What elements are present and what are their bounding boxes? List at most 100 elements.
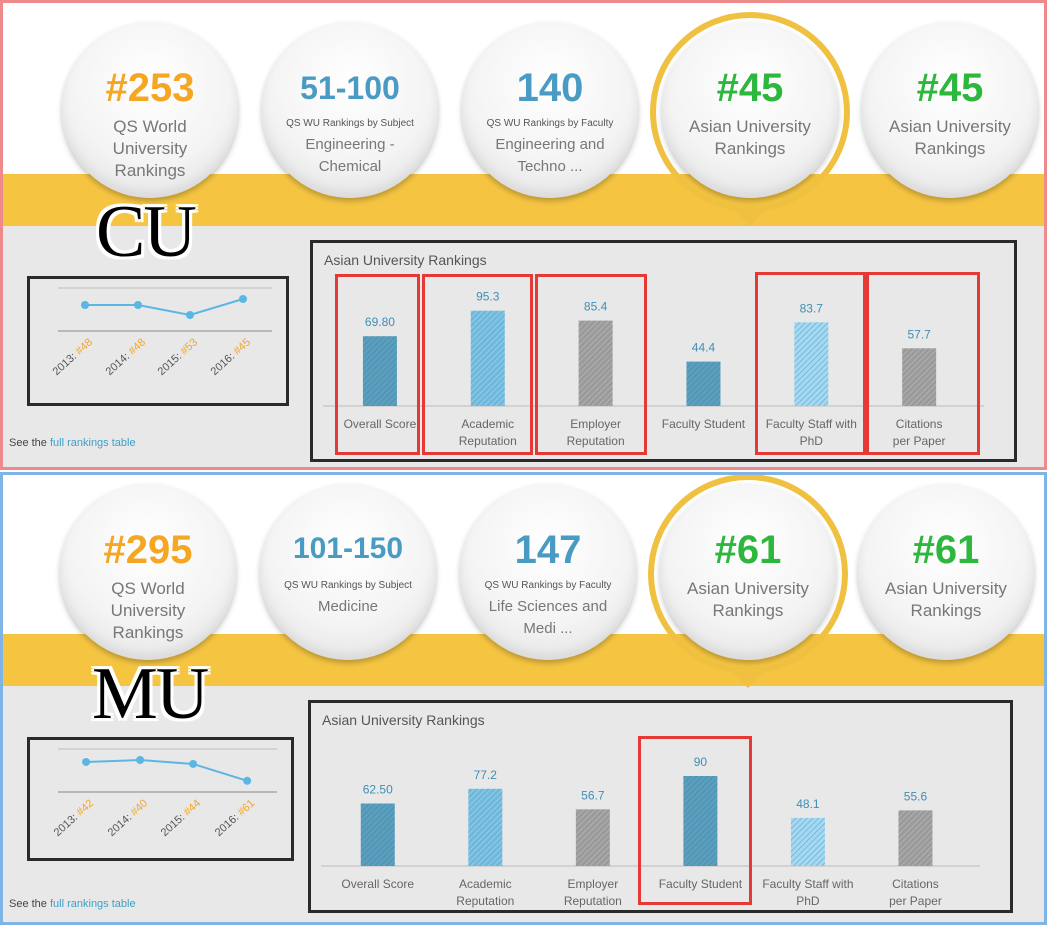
bar-6[interactable]	[902, 348, 937, 406]
see-prefix: See the	[9, 898, 47, 910]
trend-tick-year: 2014:	[106, 812, 134, 839]
ranking-category: QS WU Rankings by Faculty	[486, 118, 614, 129]
trend-tick-year: 2016:	[213, 812, 241, 839]
trend-point[interactable]	[243, 776, 252, 785]
score-bar-chart: Asian University Rankings 69.80 Overall Sc…	[310, 240, 1017, 462]
ranking-value: #295	[103, 528, 193, 572]
rank-trend-chart: 2013: #48 2014:#48 2015:#53 2016:#45	[27, 276, 289, 406]
bar-3[interactable]	[575, 809, 610, 866]
chart-title: Asian University Rankings	[322, 712, 485, 728]
ranking-category: QS WU Rankings by Faculty	[484, 580, 612, 591]
ranking-value: #253	[105, 66, 195, 110]
trend-tick-label: 2013:#42	[52, 797, 96, 839]
bar-category-label: Faculty Student	[659, 877, 743, 891]
selected-ring	[648, 474, 848, 674]
rank-trend-chart: 2013:#42 2014:#40 2015:#44 2016:#61	[27, 737, 294, 861]
bar-category-label: Faculty Staff with PhD	[766, 417, 857, 448]
ranking-circle[interactable]: 51-100 QS WU Rankings by Subject Engineeri…	[262, 22, 438, 198]
ranking-value: #61	[912, 528, 980, 572]
ranking-category: QS WU Rankings by Subject	[286, 118, 414, 129]
trend-tick-label: 2014:#48	[104, 336, 148, 378]
bar-value-label: 95.3	[476, 290, 500, 304]
bar-value-label: 57.7	[907, 327, 931, 341]
bar-3[interactable]	[578, 320, 613, 406]
ranking-circle[interactable]: #61 Asian University Rankings	[858, 484, 1034, 660]
bar-value-label: 85.4	[584, 300, 608, 314]
ranking-circle[interactable]: 101-150 QS WU Rankings by Subject Medicine	[260, 484, 436, 660]
bar-1[interactable]	[360, 803, 395, 867]
trend-point[interactable]	[239, 295, 247, 303]
ranking-circle[interactable]: #45 Asian University Rankings	[662, 22, 838, 198]
ranking-value: #45	[716, 66, 784, 110]
see-prefix: See the	[9, 437, 47, 449]
ranking-label: Asian University Rankings	[689, 117, 811, 158]
bar-category-label: Overall Score	[341, 877, 414, 891]
ranking-label: Asian University Rankings	[687, 579, 809, 620]
bar-5[interactable]	[794, 322, 829, 406]
bar-category-label: Faculty Student	[662, 417, 746, 431]
trend-tick-year: 2014:	[104, 351, 132, 378]
score-bar-chart: Asian University Rankings 62.50 Overall Sc…	[308, 700, 1013, 913]
trend-point[interactable]	[186, 311, 194, 319]
trend-point[interactable]	[134, 301, 142, 309]
selected-pointer	[732, 672, 764, 688]
ranking-value: #61	[714, 528, 782, 572]
ranking-value: 147	[514, 528, 582, 572]
university-logo-text: MU	[92, 653, 209, 735]
bar-category-label: Employer Reputation	[567, 417, 625, 448]
trend-line	[85, 298, 244, 317]
ranking-circle[interactable]: #253 QS World University Rankings	[62, 22, 238, 198]
trend-tick-label: 2016:#61	[213, 797, 257, 839]
ranking-label: Engineering and Techno ...	[495, 136, 605, 175]
trend-tick-label: 2015:#44	[159, 797, 203, 839]
trend-line	[86, 758, 248, 782]
trend-point[interactable]	[189, 759, 198, 768]
trend-tick-label: 2016:#45	[209, 336, 253, 378]
bar-2[interactable]	[470, 310, 505, 406]
bar-value-label: 48.1	[796, 797, 820, 811]
score-bar-svg: 69.80 Overall Score 95.3 Academic Reputation…	[323, 290, 984, 448]
trend-tick-rank: #53	[178, 336, 200, 357]
ranking-circle[interactable]: 140 QS WU Rankings by Faculty Engineering …	[462, 22, 638, 198]
bar-value-label: 90	[694, 755, 708, 769]
bar-6[interactable]	[898, 810, 933, 866]
ranking-circle[interactable]: #45 Asian University Rankings	[862, 22, 1038, 198]
trend-point[interactable]	[136, 756, 145, 764]
ranking-label: Medicine	[317, 598, 378, 615]
bar-category-label: Employer Reputation	[564, 877, 622, 908]
trend-tick-year: 2013:	[51, 351, 79, 378]
full-rankings-link[interactable]: full rankings table	[49, 437, 136, 449]
bar-category-label: Academic Reputation	[459, 417, 517, 448]
ranking-label: Asian University Rankings	[889, 117, 1011, 158]
bar-value-label: 55.6	[904, 789, 928, 803]
ranking-circle[interactable]: #295 QS World University Rankings	[60, 484, 236, 660]
trend-tick-rank: #45	[231, 336, 253, 357]
chart-title: Asian University Rankings	[324, 252, 487, 268]
bar-1[interactable]	[362, 336, 397, 406]
score-bar-svg: 62.50 Overall Score 77.2 Academic Reputation…	[321, 755, 980, 908]
full-rankings-link[interactable]: full rankings table	[49, 898, 136, 910]
ranking-label: QS World University Rankings	[112, 117, 188, 180]
ranking-label: QS World University Rankings	[110, 579, 186, 642]
trend-tick-year: 2015:	[156, 351, 184, 378]
bar-value-label: 69.80	[365, 315, 395, 329]
trend-tick-rank: #48	[126, 336, 148, 357]
bar-4[interactable]	[683, 776, 718, 866]
ranking-circle[interactable]: 147 QS WU Rankings by Faculty Life Science…	[460, 484, 636, 660]
panel-cu: #253 QS World University Rankings 51-100 QS…	[0, 0, 1047, 470]
ranking-circle[interactable]: #61 Asian University Rankings	[660, 484, 836, 660]
bar-category-label: Academic Reputation	[456, 877, 514, 908]
trend-point[interactable]	[82, 757, 91, 766]
trend-tick-label: 2014:#40	[106, 797, 150, 839]
bar-5[interactable]	[790, 817, 825, 866]
bar-category-label: Faculty Staff with PhD	[762, 877, 853, 908]
ranking-value: 101-150	[292, 532, 404, 565]
see-rankings-text: See the full rankings table	[9, 898, 136, 910]
bar-4[interactable]	[686, 361, 721, 406]
ranking-label: Asian University Rankings	[885, 579, 1007, 620]
trend-point[interactable]	[81, 301, 89, 309]
bar-2[interactable]	[468, 788, 503, 866]
bar-value-label: 62.50	[363, 783, 393, 797]
